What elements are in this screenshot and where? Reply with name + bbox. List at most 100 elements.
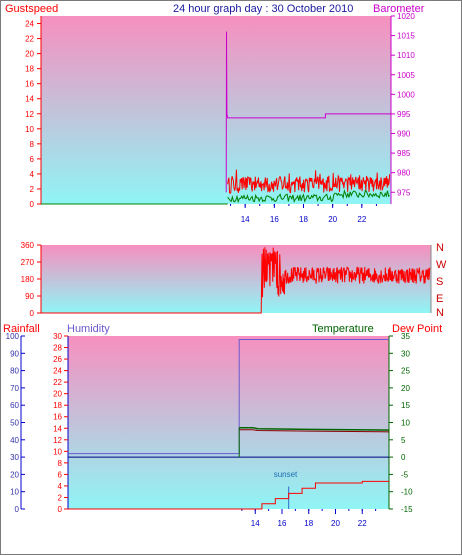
humidity-tick-label: 26 [53, 355, 62, 364]
direction-tick-label: 0 [30, 309, 35, 318]
dewpoint-axis-label: Dew Point [392, 323, 442, 335]
barometer-tick-label: 1005 [397, 71, 415, 80]
gust-tick-label: 20 [25, 50, 34, 59]
rainfall-tick-label: 100 [6, 332, 20, 341]
rainfall-tick-label: 60 [10, 401, 19, 410]
humidity-tick-label: 22 [53, 378, 62, 387]
temperature-axis-label: Temperature [312, 323, 374, 335]
panel1-x-tick-label: 14 [241, 215, 250, 224]
panel3-x-tick-label: 18 [304, 519, 313, 528]
temperature-tick-label: -10 [401, 488, 413, 497]
humidity-tick-label: 6 [58, 470, 63, 479]
direction-tick-label: 90 [25, 292, 34, 301]
panel2-plot-area [41, 245, 431, 313]
panel1-x-tick-label: 22 [357, 215, 366, 224]
humidity-tick-label: 12 [53, 436, 62, 445]
gust-tick-label: 24 [25, 20, 34, 29]
humidity-tick-label: 28 [53, 344, 62, 353]
humidity-tick-label: 0 [58, 505, 63, 514]
direction-tick-label: 270 [21, 258, 35, 267]
gust-tick-label: 16 [25, 80, 34, 89]
gust-tick-label: 18 [25, 65, 34, 74]
dewpoint-series-line [239, 429, 390, 433]
barometer-tick-label: 1015 [397, 32, 415, 41]
temperature-tick-label: 25 [401, 367, 410, 376]
panel1-x-tick-label: 16 [270, 215, 279, 224]
compass-label-s: S [436, 276, 443, 288]
temperature-tick-label: 20 [401, 384, 410, 393]
humidity-tick-label: 20 [53, 390, 62, 399]
panel3-x-tick-label: 14 [251, 519, 260, 528]
barometer-tick-label: 1000 [397, 90, 415, 99]
humidity-tick-label: 24 [53, 367, 62, 376]
humidity-tick-label: 14 [53, 424, 62, 433]
barometer-tick-label: 985 [397, 149, 411, 158]
temperature-tick-label: 30 [401, 349, 410, 358]
panel1-plot-area [41, 16, 391, 204]
gust-tick-label: 8 [30, 140, 35, 149]
rainfall-tick-label: 40 [10, 436, 19, 445]
rainfall-tick-label: 0 [15, 505, 20, 514]
direction-series-line [41, 247, 431, 314]
barometer-axis-label: Barometer [373, 3, 425, 15]
rainfall-tick-label: 70 [10, 384, 19, 393]
gust-tick-label: 22 [25, 35, 34, 44]
compass-label-w: W [436, 259, 447, 271]
temperature-tick-label: 15 [401, 401, 410, 410]
gust-tick-label: 4 [30, 170, 35, 179]
barometer-tick-label: 990 [397, 130, 411, 139]
rainfall-tick-label: 50 [10, 419, 19, 428]
rainfall-tick-label: 10 [10, 488, 19, 497]
rainfall-tick-label: 30 [10, 453, 19, 462]
temperature-tick-label: -5 [401, 470, 409, 479]
barometer-tick-label: 995 [397, 110, 411, 119]
panel3-x-tick-label: 20 [331, 519, 340, 528]
humidity-tick-label: 10 [53, 447, 62, 456]
compass-label-n: N [436, 307, 444, 319]
compass-label-e: E [436, 293, 443, 305]
humidity-tick-label: 8 [58, 459, 63, 468]
wind-average-line [227, 189, 390, 204]
humidity-tick-label: 18 [53, 401, 62, 410]
gust-tick-label: 14 [25, 95, 34, 104]
panel3-x-tick-label: 22 [358, 519, 367, 528]
gust-tick-label: 0 [30, 200, 35, 209]
barometer-tick-label: 1010 [397, 51, 415, 60]
humidity-tick-label: 30 [53, 332, 62, 341]
rainfall-axis-label: Rainfall [3, 323, 40, 335]
gust-tick-label: 10 [25, 125, 34, 134]
temperature-series-line [239, 426, 390, 431]
barometer-series-line [225, 31, 391, 193]
rainfall-series-line [68, 480, 389, 510]
gust-series-line [227, 169, 391, 194]
temperature-tick-label: 0 [401, 453, 406, 462]
gust-axis-label: Gustspeed [5, 3, 58, 15]
humidity-tick-label: 4 [58, 482, 63, 491]
temperature-tick-label: -15 [401, 505, 413, 514]
direction-tick-label: 180 [21, 275, 35, 284]
humidity-series-line [68, 338, 389, 455]
rainfall-tick-label: 90 [10, 349, 19, 358]
temperature-tick-label: 35 [401, 332, 410, 341]
panel3-plot-area [68, 336, 389, 509]
humidity-tick-label: 2 [58, 493, 63, 502]
gust-tick-label: 2 [30, 185, 35, 194]
gust-tick-label: 12 [25, 110, 34, 119]
compass-label-n: N [436, 242, 444, 254]
panel1-x-tick-label: 18 [299, 215, 308, 224]
temperature-tick-label: 10 [401, 419, 410, 428]
panel3-x-tick-label: 16 [278, 519, 287, 528]
barometer-tick-label: 975 [397, 188, 411, 197]
direction-tick-label: 360 [21, 241, 35, 250]
temperature-tick-label: 5 [401, 436, 406, 445]
chart-title: 24 hour graph day : 30 October 2010 [173, 3, 353, 15]
rainfall-tick-label: 20 [10, 470, 19, 479]
humidity-axis-label: Humidity [67, 323, 110, 335]
barometer-tick-label: 980 [397, 169, 411, 178]
barometer-tick-label: 1020 [397, 12, 415, 21]
sunset-label: sunset [274, 470, 298, 479]
humidity-tick-label: 16 [53, 413, 62, 422]
panel1-x-tick-label: 20 [328, 215, 337, 224]
